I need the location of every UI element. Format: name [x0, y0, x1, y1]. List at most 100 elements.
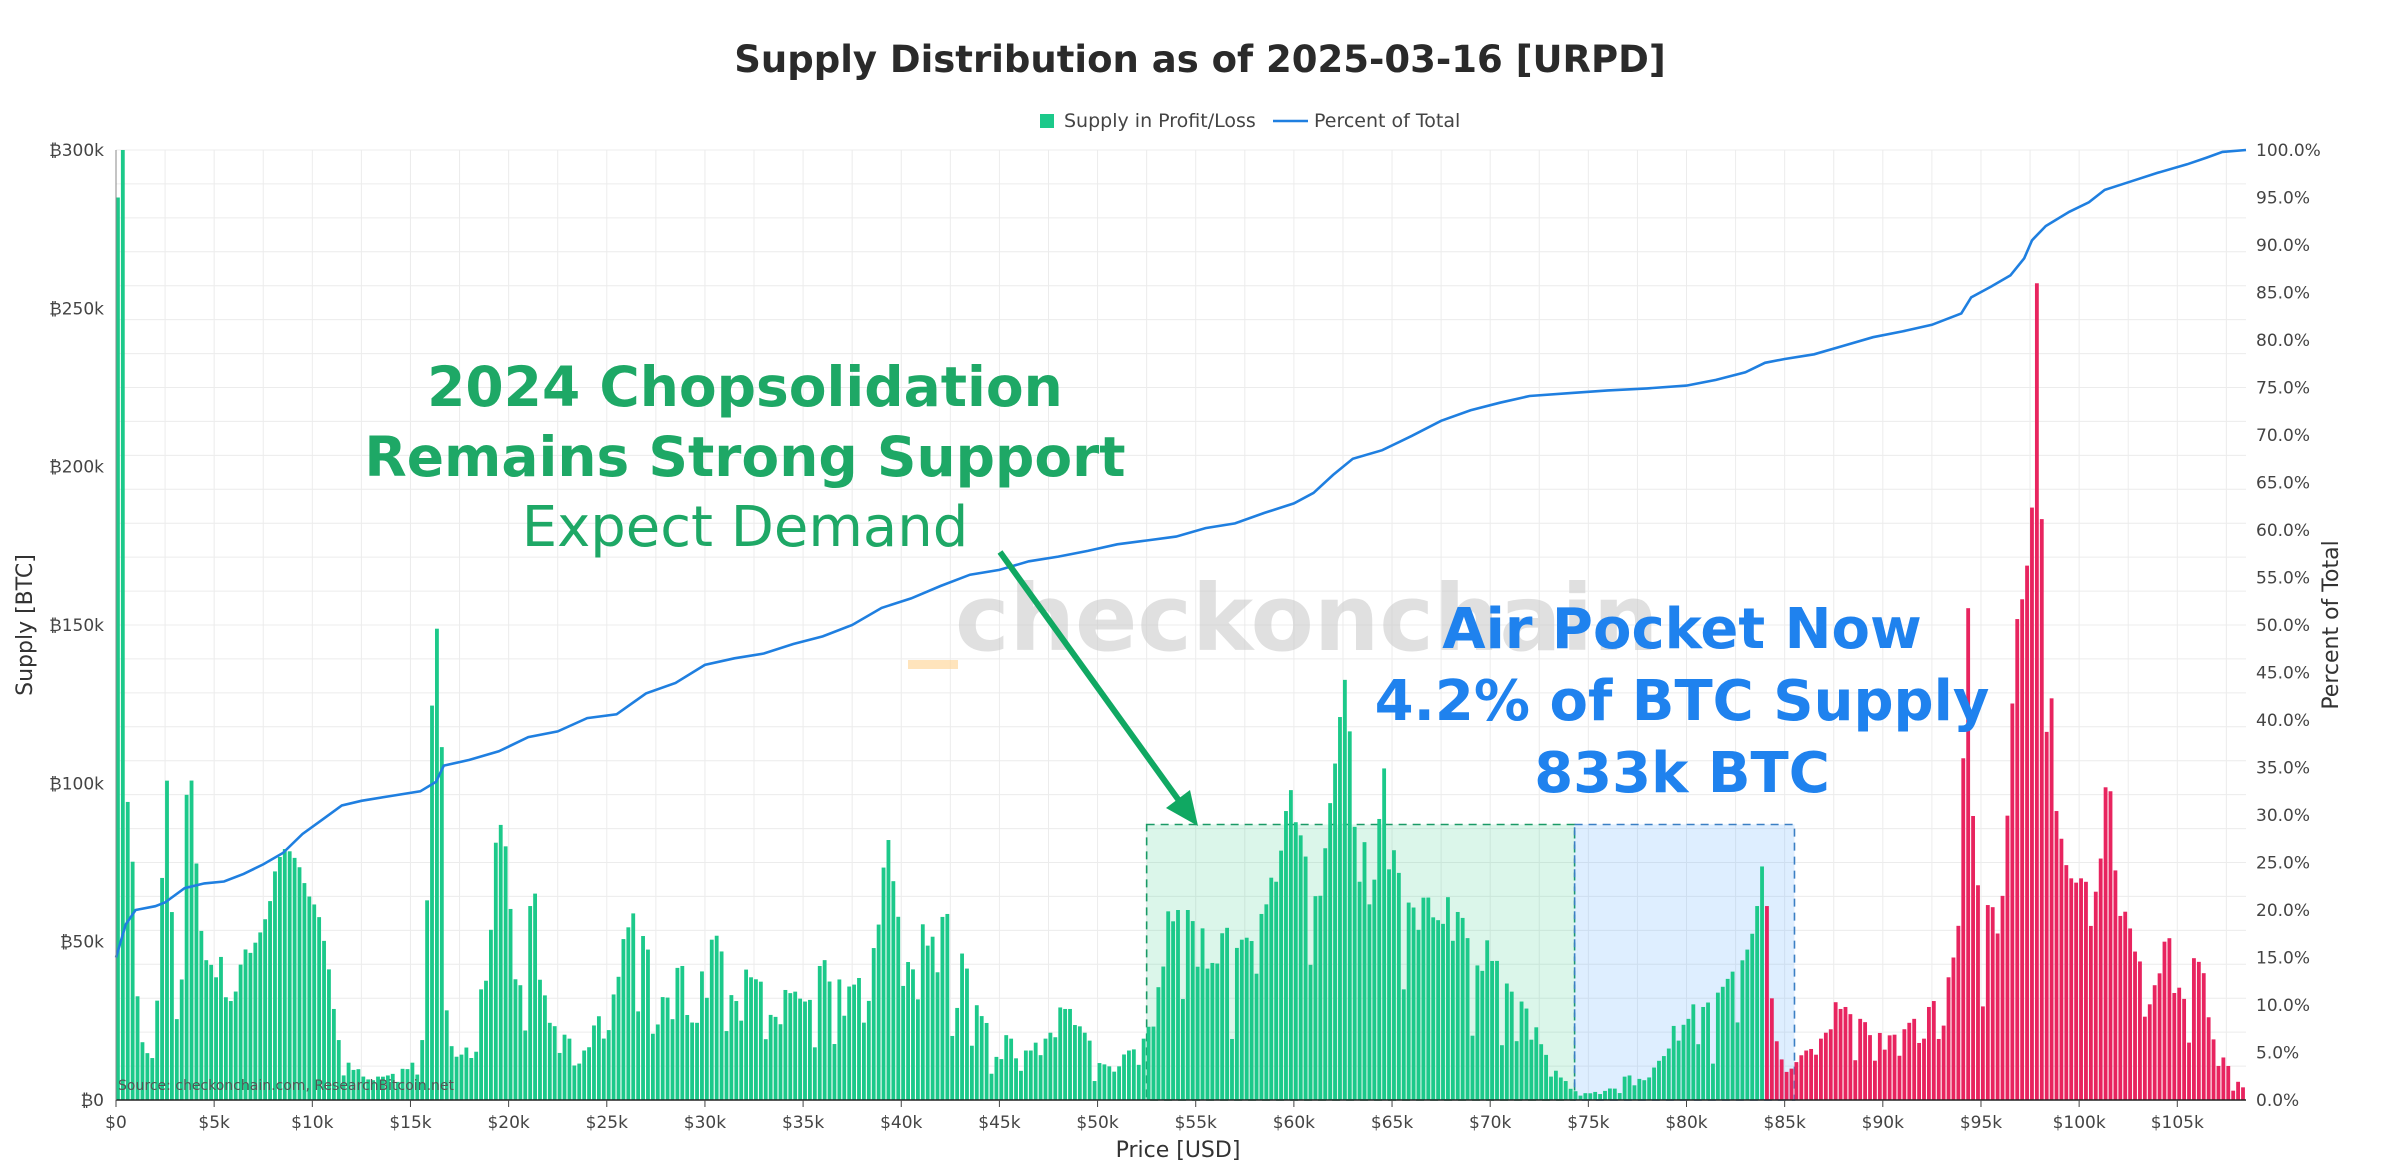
supply-bar [1234, 947, 1239, 1100]
y-right-tick-label: 0.0% [2256, 1091, 2299, 1111]
supply-bar [1612, 1088, 1617, 1100]
source-note: Source: checkonchain.com, ResearchBitcoi… [118, 1078, 455, 1094]
supply-bar [1038, 1055, 1043, 1100]
supply-bar [1264, 904, 1269, 1100]
supply-bar [2108, 791, 2113, 1100]
supply-bar [1504, 983, 1509, 1100]
supply-bar [675, 967, 680, 1100]
supply-bar [435, 628, 439, 1100]
supply-bar [778, 1024, 783, 1100]
supply-bar [1338, 717, 1342, 1100]
supply-bar [1367, 904, 1372, 1100]
supply-bar [1112, 1071, 1117, 1100]
supply-bar [253, 942, 258, 1100]
supply-bar [1455, 911, 1460, 1100]
supply-bar [2030, 507, 2034, 1100]
x-tick-label: $105k [2151, 1113, 2204, 1133]
supply-bar [1848, 1014, 1853, 1100]
supply-bar [1661, 1056, 1666, 1100]
supply-bar [631, 913, 636, 1100]
supply-bar [2118, 915, 2123, 1100]
supply-bar [155, 1000, 160, 1100]
supply-bar [1696, 1044, 1701, 1100]
supply-bar [1082, 1032, 1087, 1100]
supply-bar [822, 960, 827, 1100]
x-tick-label: $10k [291, 1113, 333, 1133]
supply-bar [1416, 929, 1421, 1100]
y-right-tick-label: 80.0% [2256, 331, 2310, 351]
supply-bar [523, 1030, 528, 1100]
supply-bar [1495, 960, 1499, 1100]
x-tick-label: $15k [389, 1113, 431, 1133]
supply-bar [1279, 850, 1283, 1100]
y-tick-label: ₿250k [49, 299, 104, 319]
supply-bar [1239, 939, 1244, 1100]
supply-bar [194, 863, 199, 1100]
supply-bar [2079, 878, 2083, 1100]
supply-bar [430, 705, 434, 1100]
supply-bar [474, 1051, 479, 1100]
supply-bar [969, 1045, 974, 1100]
supply-bar [366, 1079, 371, 1100]
x-tick-label: $40k [880, 1113, 922, 1133]
supply-bar [1593, 1091, 1598, 1100]
supply-bar [356, 1069, 361, 1100]
supply-bar [1760, 866, 1764, 1100]
supply-bar [1151, 1026, 1156, 1100]
supply-bar [690, 1022, 695, 1100]
supply-bar [1779, 1059, 1784, 1100]
supply-bar [479, 989, 484, 1100]
legend[interactable]: Supply in Profit/Loss Percent of Total [1040, 110, 1460, 132]
supply-bar [2000, 895, 2005, 1100]
supply-bar [116, 197, 120, 1100]
x-tick-label: $85k [1764, 1113, 1806, 1133]
supply-bar [238, 964, 243, 1100]
supply-bar [935, 972, 940, 1100]
supply-bar [1936, 1038, 1941, 1100]
supply-bar [1652, 1067, 1656, 1100]
supply-bar [1342, 679, 1347, 1100]
supply-bar [1887, 1035, 1892, 1100]
supply-bar [336, 1040, 341, 1100]
supply-bar [1347, 731, 1352, 1100]
supply-bar [2044, 731, 2049, 1100]
supply-bar [1028, 1050, 1033, 1100]
supply-bar [292, 857, 297, 1100]
supply-bar [1480, 970, 1485, 1100]
supply-bar [1990, 907, 1995, 1100]
supply-bar [2231, 1090, 2236, 1100]
chop-annotation-line2: Remains Strong Support [364, 425, 1125, 489]
supply-bar [2201, 973, 2206, 1100]
supply-bar [395, 1081, 400, 1100]
supply-bar [1087, 1040, 1092, 1100]
supply-bar [592, 1025, 596, 1100]
supply-bar [1053, 1037, 1058, 1100]
supply-bar [268, 901, 272, 1100]
supply-bar [2157, 973, 2162, 1100]
supply-bar [1632, 1085, 1637, 1100]
supply-bar [979, 1016, 984, 1100]
supply-bar [1323, 848, 1328, 1100]
supply-bar [1426, 897, 1431, 1100]
x-tick-label: $20k [487, 1113, 529, 1133]
supply-bar [498, 824, 503, 1100]
supply-bar [1166, 911, 1171, 1100]
supply-bar [1794, 1062, 1799, 1100]
legend-label-supply: Supply in Profit/Loss [1064, 110, 1256, 132]
supply-bar [385, 1075, 390, 1100]
y-tick-label: ₿200k [49, 458, 104, 478]
supply-bar [994, 1056, 999, 1100]
y-right-tick-label: 90.0% [2256, 236, 2310, 256]
supply-bar [739, 1020, 744, 1100]
supply-bar [1980, 1006, 1985, 1100]
supply-bar [1190, 921, 1195, 1100]
y-right-tick-label: 45.0% [2256, 664, 2310, 684]
supply-bar [596, 1016, 601, 1100]
supply-bar [214, 977, 218, 1100]
supply-bar [1215, 963, 1220, 1100]
supply-bar [1136, 1064, 1141, 1100]
y-tick-label: ₿0 [81, 1091, 104, 1111]
supply-bar [1401, 989, 1406, 1100]
supply-bar [729, 995, 734, 1100]
supply-bar [1740, 960, 1745, 1100]
